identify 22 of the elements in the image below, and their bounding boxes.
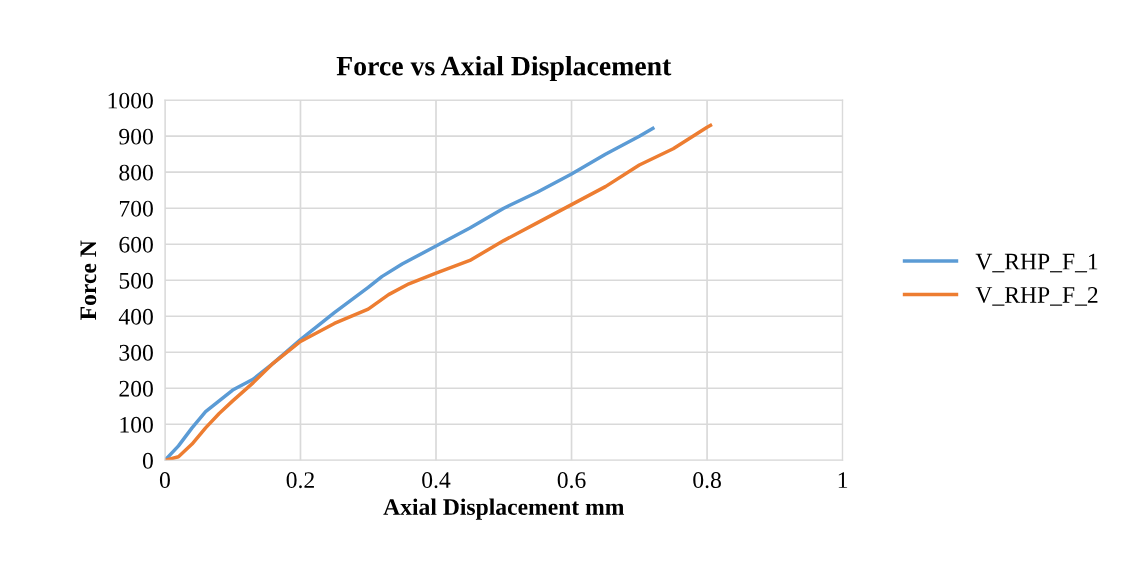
y-tick-label: 200: [119, 380, 153, 397]
x-tick-label: 0.4: [422, 472, 451, 489]
y-tick-label: 400: [118, 308, 153, 325]
y-tick-label: 300: [119, 344, 153, 361]
x-axis-title: Axial Displacement mm: [383, 498, 625, 520]
y-tick-label: 1000: [108, 92, 153, 109]
y-tick-label: 100: [120, 416, 153, 433]
y-tick-label: 800: [119, 164, 153, 181]
chart-title: Force vs Axial Displacement: [336, 55, 672, 82]
x-tick-label: 0.2: [286, 472, 314, 489]
x-tick-label: 0.8: [693, 472, 721, 489]
y-tick-label: 500: [119, 272, 153, 289]
legend-label: V_RHP_F_2: [975, 287, 1098, 306]
x-tick-label: 0.6: [557, 472, 586, 489]
x-tick-label: 0: [159, 472, 170, 489]
y-tick-label: 900: [119, 128, 153, 145]
y-axis-title: Force N: [80, 240, 97, 320]
y-tick-label: 0: [142, 452, 153, 469]
y-tick-label: 600: [119, 236, 153, 253]
legend-label: V_RHP_F_1: [975, 253, 1098, 273]
x-tick-label: 1: [838, 472, 848, 488]
y-tick-label: 700: [119, 200, 153, 217]
